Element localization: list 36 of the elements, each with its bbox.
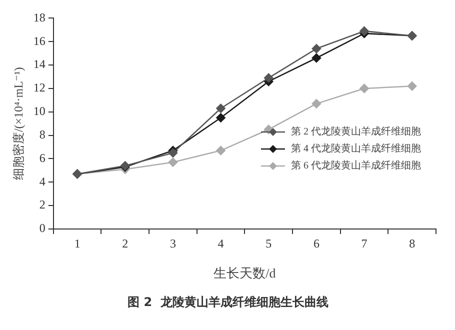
point xyxy=(312,44,322,54)
y-tick-label: 14 xyxy=(33,57,46,72)
point xyxy=(168,158,178,167)
point xyxy=(216,146,226,156)
y-tick-label: 4 xyxy=(39,174,46,188)
legend-label: 第 6 代龙陵黄山羊成纤维细胞 xyxy=(291,160,421,172)
point xyxy=(216,104,226,114)
x-tick-label: 5 xyxy=(266,236,272,250)
x-tick-label: 4 xyxy=(218,236,224,250)
point xyxy=(216,113,226,122)
x-tick-label: 1 xyxy=(74,236,80,250)
point xyxy=(312,53,322,63)
x-tick-label: 8 xyxy=(409,236,416,250)
x-tick-label: 2 xyxy=(122,236,128,250)
point xyxy=(360,84,369,94)
legend-label: 第 4 代龙陵黄山羊成纤维细胞 xyxy=(291,142,421,155)
legend-label: 第 2 代龙陵黄山羊成纤维细胞 xyxy=(291,126,421,138)
text: 图 2 龙陵黄山羊成纤维细胞生长曲线 xyxy=(126,294,330,311)
x-tick-label: 7 xyxy=(361,236,368,250)
point xyxy=(168,148,178,158)
y-tick-label: 18 xyxy=(33,10,46,24)
y-tick-label: 2 xyxy=(39,198,46,212)
x-tick-label: 6 xyxy=(313,236,320,250)
y-tick-label: 6 xyxy=(39,150,46,165)
point xyxy=(264,73,274,83)
x-tick-label: 3 xyxy=(170,236,176,250)
y-tick-label: 8 xyxy=(39,127,46,142)
point xyxy=(407,81,417,91)
y-tick-label: 0 xyxy=(39,221,46,236)
y-axis-title: 细胞密度/(×10⁴·mL⁻¹) xyxy=(11,67,26,180)
point xyxy=(360,26,369,36)
y-tick-label: 12 xyxy=(33,80,46,95)
point xyxy=(312,99,322,108)
x-axis-title: 生长天数/d xyxy=(214,266,276,281)
y-tick-label: 10 xyxy=(33,104,46,118)
y-tick-label: 16 xyxy=(33,34,46,48)
